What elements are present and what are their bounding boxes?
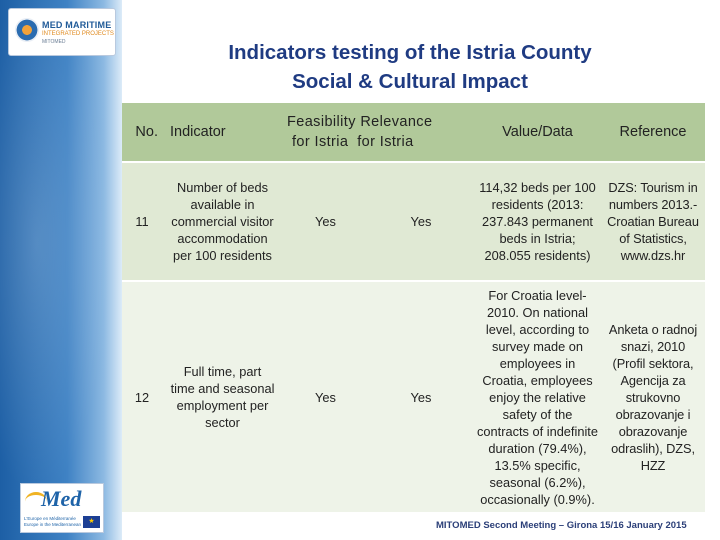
header-value: Value/Data: [474, 103, 601, 163]
relevance-cell: Yes: [368, 281, 474, 514]
value-line: occasionally (0.9%).: [480, 491, 595, 507]
title-line-2: Social & Cultural Impact: [292, 70, 528, 93]
table-row: 12 Full time, part time and seasonal emp…: [122, 281, 705, 514]
value-cell: 114,32 beds per 100 residents (2013: 237…: [474, 162, 601, 282]
value-line: 2010. On national: [486, 304, 589, 320]
value-line: survey made on: [491, 338, 584, 354]
reference-line: www.dzs.hr: [620, 248, 686, 263]
header-feasibility: Feasibility: [287, 114, 356, 130]
value-line: For Croatia level-: [488, 287, 587, 303]
value-line: safety of the: [502, 406, 573, 422]
logo-line-2: INTEGRATED PROJECTS: [42, 31, 114, 37]
header-relevance-sub: for Istria: [357, 134, 414, 150]
indicator-line: sector: [205, 415, 240, 430]
logo-line-1: MED MARITIME: [42, 20, 112, 30]
reference-line: of Statistics,: [619, 231, 687, 246]
row-number: 12: [122, 281, 162, 514]
reference-line: DZS: Tourism in: [608, 180, 698, 195]
value-line: 13.5% specific,: [494, 457, 581, 473]
value-line: seasonal (6.2%),: [489, 474, 586, 490]
reference-line: obrazovanje: [618, 423, 688, 439]
title-line-1: Indicators testing of the Istria County: [228, 41, 592, 64]
indicator-line: Number of beds: [176, 180, 269, 195]
value-line: 114,32 beds per 100: [479, 180, 596, 195]
med-programme-logo: Med L'Europe en Méditerranée Europe in t…: [20, 483, 104, 533]
indicator-cell: Full time, part time and seasonal employ…: [162, 281, 283, 514]
logo-arc-icon: [25, 492, 47, 511]
reference-line: Agencija za: [620, 372, 686, 388]
med-logo-text: Med: [41, 486, 82, 511]
indicator-cell: Number of beds available in commercial v…: [162, 162, 283, 282]
value-cell: For Croatia level- 2010. On national lev…: [474, 281, 601, 514]
reference-line: Anketa o radnoj: [608, 321, 698, 337]
header-no: No.: [122, 103, 162, 163]
reference-line: Croatian Bureau: [607, 214, 699, 229]
feasibility-cell: Yes: [283, 281, 368, 514]
indicator-line: accommodation: [177, 231, 268, 246]
reference-line: strukovno: [625, 389, 681, 405]
indicator-line: Full time, part: [183, 364, 262, 379]
feasibility-cell: Yes: [283, 162, 368, 282]
med-maritime-logo: MED MARITIME INTEGRATED PROJECTS MITOMED: [8, 8, 116, 56]
reference-line: HZZ: [640, 457, 666, 473]
value-line: residents (2013:: [491, 197, 584, 212]
logo-line-3: MITOMED: [42, 39, 66, 45]
reference-cell: DZS: Tourism in numbers 2013.- Croatian …: [601, 162, 705, 282]
value-line: duration (79.4%),: [488, 440, 587, 456]
value-line: 237.843 permanent: [482, 214, 593, 229]
indicator-line: time and seasonal: [170, 381, 275, 396]
header-reference: Reference: [601, 103, 705, 163]
value-line: beds in Istria;: [499, 231, 576, 246]
indicator-line: commercial visitor: [171, 214, 274, 229]
table-row: 11 Number of beds available in commercia…: [122, 162, 705, 282]
value-line: 208.055 residents): [484, 248, 591, 263]
reference-line: obrazovanje i: [615, 406, 691, 422]
row-number: 11: [122, 162, 162, 282]
reference-line: numbers 2013.-: [608, 197, 698, 212]
logo-emblem-icon: [15, 18, 39, 42]
header-feasibility-relevance: Feasibility Relevance for Istria for Ist…: [283, 103, 474, 163]
relevance-cell: Yes: [368, 162, 474, 282]
header-feasibility-sub: for Istria: [292, 134, 349, 150]
value-line: contracts of indefinite: [477, 423, 598, 439]
page-title: Indicators testing of the Istria County …: [130, 38, 690, 96]
table-header-row: No. Indicator Feasibility Relevance for …: [122, 103, 705, 163]
indicators-table: No. Indicator Feasibility Relevance for …: [122, 103, 705, 514]
indicator-line: employment per: [176, 398, 269, 413]
reference-line: (Profil sektora,: [612, 355, 694, 371]
header-indicator: Indicator: [162, 103, 283, 163]
med-logo-caption: L'Europe en Méditerranée Europe in the M…: [24, 516, 82, 527]
header-relevance: Relevance: [360, 114, 433, 130]
reference-cell: Anketa o radnoj snazi, 2010 (Profil sekt…: [601, 281, 705, 514]
indicator-line: available in: [190, 197, 255, 212]
reference-line: snazi, 2010: [620, 338, 686, 354]
indicator-line: per 100 residents: [173, 248, 272, 263]
sidebar-decoration: [0, 0, 122, 540]
eu-flag-icon: ★: [83, 516, 100, 528]
value-line: Croatia, employees: [482, 372, 593, 388]
value-line: level, according to: [485, 321, 590, 337]
reference-line: odraslih), DZS,: [611, 440, 695, 456]
footer-meeting-info: MITOMED Second Meeting – Girona 15/16 Ja…: [436, 520, 687, 531]
value-line: employees in: [499, 355, 576, 371]
value-line: enjoy the relative: [489, 389, 586, 405]
